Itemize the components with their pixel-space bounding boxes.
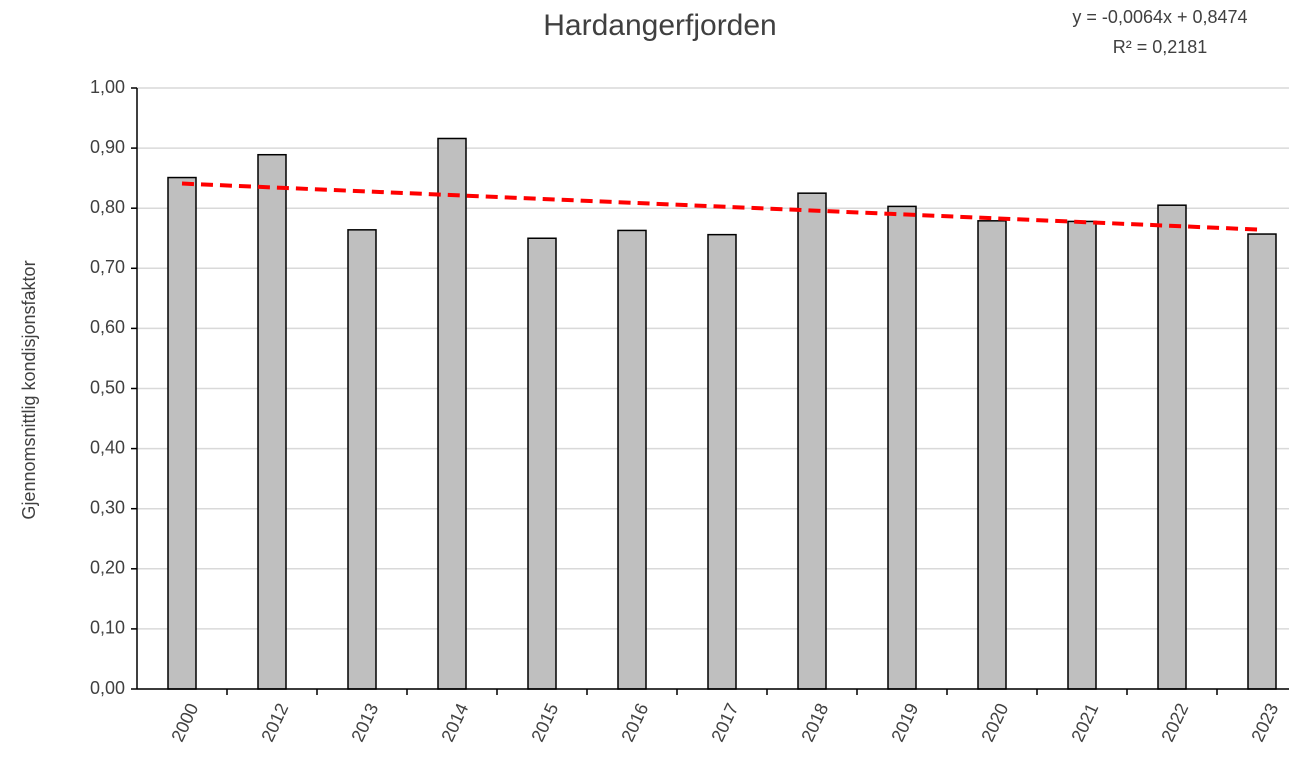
bar	[1247, 233, 1277, 690]
x-tick-label: 2019	[887, 700, 922, 745]
x-tick-label: 2021	[1067, 700, 1102, 745]
y-axis-label: Gjennomsnittlig kondisjonsfaktor	[19, 260, 39, 519]
bar	[707, 233, 737, 690]
x-tick-label: 2018	[797, 700, 832, 745]
x-tick-label: 2012	[257, 700, 292, 745]
y-tick-label: 1,00	[90, 77, 125, 97]
y-tick-label: 0,50	[90, 377, 125, 397]
x-tick-label: 2017	[707, 700, 742, 745]
trend-r-squared: R² = 0,2181	[1113, 37, 1208, 57]
bar	[887, 205, 917, 690]
x-tick-label: 2020	[977, 700, 1012, 745]
x-tick-label: 2016	[617, 700, 652, 745]
x-tick-label: 2015	[527, 700, 562, 745]
x-tick-label: 2014	[437, 700, 472, 745]
y-tick-label: 0,90	[90, 137, 125, 157]
y-tick-label: 0,30	[90, 497, 125, 517]
bar	[527, 237, 557, 690]
x-tick-label: 2023	[1247, 700, 1282, 745]
bar	[617, 229, 647, 690]
bar	[257, 153, 287, 690]
trend-equation: y = -0,0064x + 0,8474	[1072, 7, 1247, 27]
chart-title: Hardangerfjorden	[543, 9, 776, 42]
y-tick-label: 0,10	[90, 618, 125, 638]
y-tick-label: 0,00	[90, 678, 125, 698]
x-tick-label: 2022	[1157, 700, 1192, 745]
x-tick-label: 2000	[167, 700, 202, 745]
x-tick-label: 2013	[347, 700, 382, 745]
y-tick-label: 0,60	[90, 317, 125, 337]
bar	[977, 220, 1007, 690]
bar	[347, 229, 377, 690]
bar	[797, 192, 827, 690]
y-tick-label: 0,70	[90, 257, 125, 277]
trendline	[181, 181, 1263, 232]
bar	[1157, 204, 1187, 690]
bar	[167, 176, 197, 690]
bar	[437, 137, 467, 690]
bar	[1067, 220, 1097, 690]
y-tick-label: 0,80	[90, 197, 125, 217]
y-tick-label: 0,40	[90, 437, 125, 457]
y-tick-label: 0,20	[90, 558, 125, 578]
